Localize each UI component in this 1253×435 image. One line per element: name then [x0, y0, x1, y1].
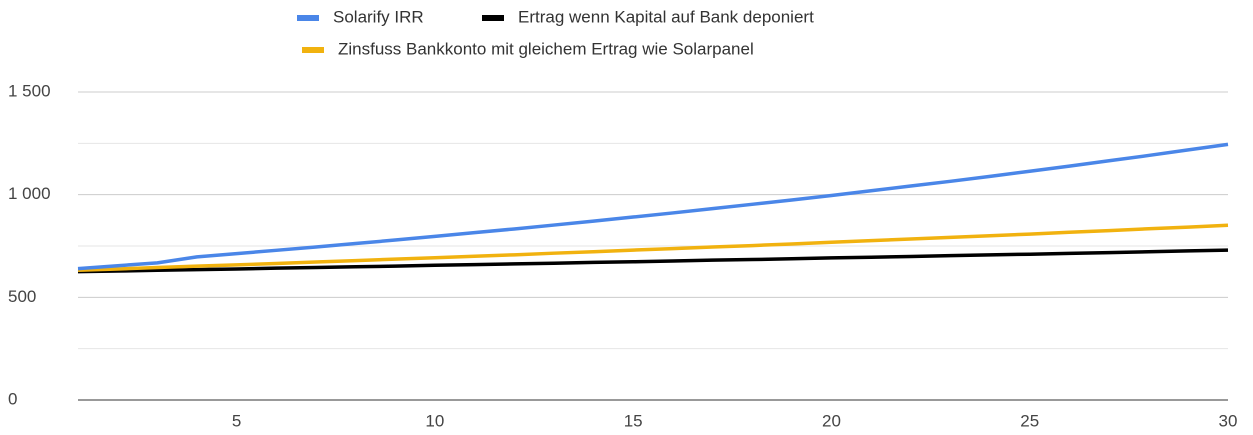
legend-label: Solarify IRR [333, 7, 424, 26]
x-tick-label: 20 [822, 411, 841, 430]
series-line [77, 142, 1229, 271]
x-tick-label: 25 [1020, 411, 1039, 430]
y-tick-label: 1 000 [8, 184, 51, 203]
x-tick-label: 10 [425, 411, 444, 430]
y-tick-label: 500 [8, 287, 36, 306]
legend-label: Zinsfuss Bankkonto mit gleichem Ertrag w… [338, 39, 754, 58]
legend-swatch [302, 47, 324, 53]
series-line [77, 248, 1229, 274]
legend-swatch [482, 15, 504, 21]
x-tick-label: 30 [1219, 411, 1238, 430]
series-line [77, 223, 1229, 272]
x-tick-label: 5 [232, 411, 241, 430]
x-tick-label: 15 [624, 411, 643, 430]
legend-swatch [297, 15, 319, 21]
legend-label: Ertrag wenn Kapital auf Bank deponiert [518, 7, 814, 26]
y-tick-label: 1 500 [8, 81, 51, 100]
y-tick-label: 0 [8, 389, 17, 408]
